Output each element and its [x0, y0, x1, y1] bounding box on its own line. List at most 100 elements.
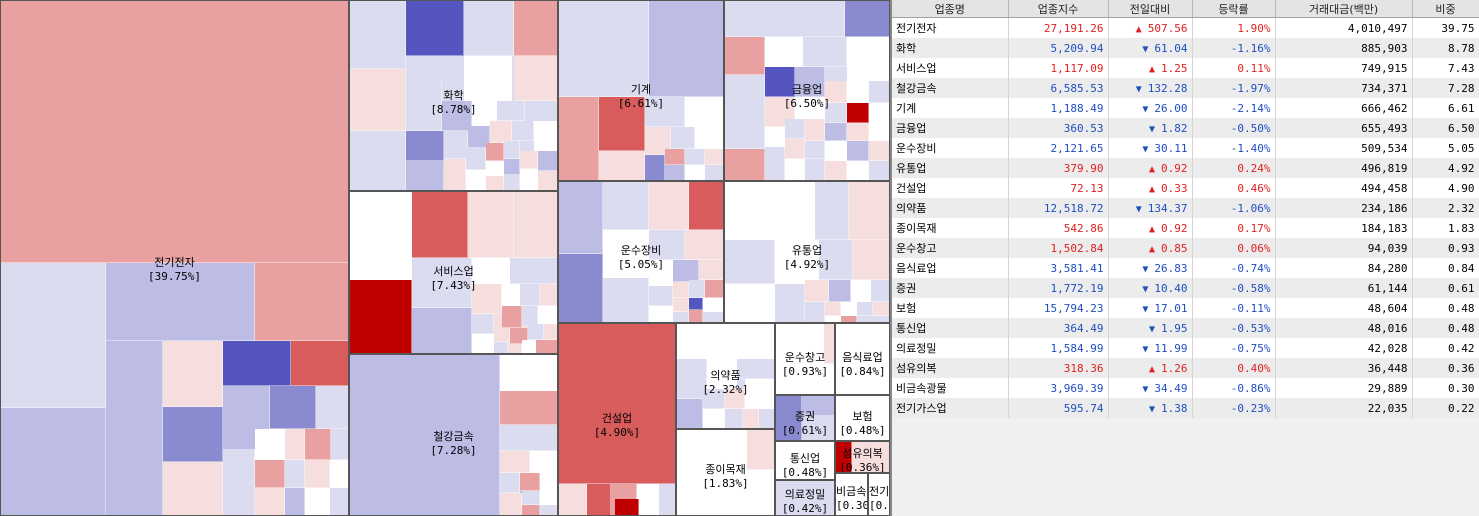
- treemap-stock-cell[interactable]: [255, 460, 285, 488]
- treemap-stock-cell[interactable]: [603, 182, 649, 230]
- treemap-sector-pharma[interactable]: 의약품 [2.32%]: [676, 323, 775, 429]
- treemap-stock-cell[interactable]: [824, 364, 834, 394]
- treemap-stock-cell[interactable]: [163, 341, 223, 407]
- treemap-stock-cell[interactable]: [559, 97, 599, 180]
- treemap-stock-cell[interactable]: [406, 131, 444, 161]
- treemap-stock-cell[interactable]: [815, 182, 849, 240]
- treemap-stock-cell[interactable]: [685, 165, 705, 180]
- treemap-stock-cell[interactable]: [825, 123, 847, 141]
- treemap-stock-cell[interactable]: [255, 429, 285, 460]
- table-row[interactable]: 의료정밀 1,584.99 ▼ 11.99 -0.75% 42,028 0.42: [892, 338, 1479, 358]
- treemap-stock-cell[interactable]: [869, 103, 889, 123]
- treemap-stock-cell[interactable]: [520, 473, 540, 491]
- treemap-stock-cell[interactable]: [350, 131, 406, 190]
- treemap-stock-cell[interactable]: [255, 263, 348, 341]
- treemap-stock-cell[interactable]: [765, 147, 785, 180]
- treemap-stock-cell[interactable]: [845, 1, 889, 37]
- treemap-stock-cell[interactable]: [520, 169, 538, 190]
- treemap-stock-cell[interactable]: [795, 97, 825, 119]
- treemap-stock-cell[interactable]: [472, 334, 494, 353]
- treemap-stock-cell[interactable]: [689, 298, 703, 310]
- treemap-stock-cell[interactable]: [695, 127, 723, 149]
- treemap-stock-cell[interactable]: [223, 341, 291, 386]
- treemap-sector-logistics[interactable]: 운수창고 [0.93%]: [775, 323, 835, 395]
- treemap-stock-cell[interactable]: [544, 324, 557, 340]
- treemap-stock-cell[interactable]: [490, 121, 512, 143]
- table-row[interactable]: 종이목재 542.86 ▲ 0.92 0.17% 184,183 1.83: [892, 218, 1479, 238]
- treemap-stock-cell[interactable]: [444, 131, 468, 159]
- treemap-sector-food[interactable]: 음식료업 [0.84%]: [835, 323, 890, 395]
- treemap-stock-cell[interactable]: [522, 306, 538, 326]
- treemap-stock-cell[interactable]: [538, 306, 557, 324]
- header-sector-name[interactable]: 업종명: [892, 0, 1009, 18]
- treemap-stock-cell[interactable]: [466, 148, 486, 170]
- treemap-stock-cell[interactable]: [540, 284, 557, 306]
- treemap-stock-cell[interactable]: [677, 324, 774, 359]
- treemap-stock-cell[interactable]: [494, 328, 510, 342]
- treemap-stock-cell[interactable]: [737, 359, 774, 379]
- treemap-stock-cell[interactable]: [802, 416, 834, 440]
- treemap-stock-cell[interactable]: [836, 442, 852, 472]
- treemap-stock-cell[interactable]: [705, 165, 723, 180]
- treemap-stock-cell[interactable]: [494, 342, 508, 353]
- treemap-stock-cell[interactable]: [520, 284, 540, 306]
- treemap-stock-cell[interactable]: [305, 488, 330, 515]
- treemap-stock-cell[interactable]: [725, 284, 775, 322]
- treemap-stock-cell[interactable]: [412, 258, 472, 308]
- treemap-stock-cell[interactable]: [747, 470, 774, 515]
- treemap-stock-cell[interactable]: [468, 192, 514, 258]
- treemap-sector-gas[interactable]: 전기가스업[0.22%]: [868, 473, 890, 516]
- treemap-stock-cell[interactable]: [504, 175, 520, 190]
- treemap-stock-cell[interactable]: [350, 355, 500, 515]
- treemap-stock-cell[interactable]: [504, 141, 520, 159]
- treemap-stock-cell[interactable]: [852, 442, 889, 472]
- treemap-stock-cell[interactable]: [285, 429, 305, 460]
- treemap-stock-cell[interactable]: [665, 149, 685, 165]
- treemap-stock-cell[interactable]: [775, 240, 819, 284]
- treemap-stock-cell[interactable]: [330, 488, 348, 515]
- treemap-stock-cell[interactable]: [316, 386, 348, 429]
- treemap-stock-cell[interactable]: [559, 484, 587, 515]
- treemap-stock-cell[interactable]: [849, 182, 889, 240]
- treemap-sector-insurance[interactable]: 보험 [0.48%]: [835, 395, 890, 441]
- treemap-sector-construction[interactable]: 건설업 [4.90%]: [558, 323, 676, 516]
- treemap-sector-securities[interactable]: 증권 [0.61%]: [775, 395, 835, 441]
- treemap-stock-cell[interactable]: [805, 141, 825, 159]
- treemap-stock-cell[interactable]: [869, 161, 889, 180]
- treemap-stock-cell[interactable]: [350, 1, 406, 69]
- table-row[interactable]: 비금속광물 3,969.39 ▼ 34.49 -0.86% 29,889 0.30: [892, 378, 1479, 398]
- header-amount[interactable]: 거래대금(백만): [1275, 0, 1413, 18]
- treemap-sector-transport-eq[interactable]: 운수장비 [5.05%]: [558, 181, 724, 323]
- treemap-stock-cell[interactable]: [599, 151, 645, 180]
- table-row[interactable]: 의약품 12,518.72 ▼ 134.37 -1.06% 234,186 2.32: [892, 198, 1479, 218]
- treemap-stock-cell[interactable]: [765, 37, 803, 67]
- treemap-stock-cell[interactable]: [685, 230, 723, 260]
- treemap-stock-cell[interactable]: [305, 429, 331, 460]
- treemap-stock-cell[interactable]: [350, 280, 412, 353]
- treemap-stock-cell[interactable]: [645, 155, 665, 180]
- treemap-stock-cell[interactable]: [464, 1, 514, 56]
- treemap-sector-service[interactable]: 서비스업 [7.43%]: [349, 191, 558, 354]
- treemap-stock-cell[interactable]: [805, 159, 825, 180]
- treemap-stock-cell[interactable]: [1, 1, 348, 263]
- treemap-stock-cell[interactable]: [847, 123, 869, 141]
- treemap-stock-cell[interactable]: [486, 143, 504, 161]
- treemap-stock-cell[interactable]: [703, 312, 723, 322]
- treemap-stock-cell[interactable]: [163, 407, 223, 462]
- treemap-stock-cell[interactable]: [853, 240, 889, 280]
- treemap-stock-cell[interactable]: [649, 230, 685, 260]
- treemap-stock-cell[interactable]: [645, 127, 671, 155]
- treemap-stock-cell[interactable]: [765, 127, 785, 147]
- treemap-stock-cell[interactable]: [703, 409, 725, 428]
- treemap-stock-cell[interactable]: [841, 302, 857, 316]
- treemap-stock-cell[interactable]: [350, 192, 412, 280]
- treemap-stock-cell[interactable]: [540, 505, 557, 515]
- table-row[interactable]: 전기가스업 595.74 ▼ 1.38 -0.23% 22,035 0.22: [892, 398, 1479, 418]
- treemap-stock-cell[interactable]: [673, 312, 689, 322]
- treemap-stock-cell[interactable]: [1, 263, 106, 408]
- treemap-stock-cell[interactable]: [759, 409, 774, 428]
- treemap-stock-cell[interactable]: [802, 396, 834, 416]
- treemap-stock-cell[interactable]: [725, 389, 745, 409]
- treemap-sector-finance[interactable]: 금융업 [6.50%]: [724, 0, 890, 181]
- treemap-stock-cell[interactable]: [331, 429, 348, 460]
